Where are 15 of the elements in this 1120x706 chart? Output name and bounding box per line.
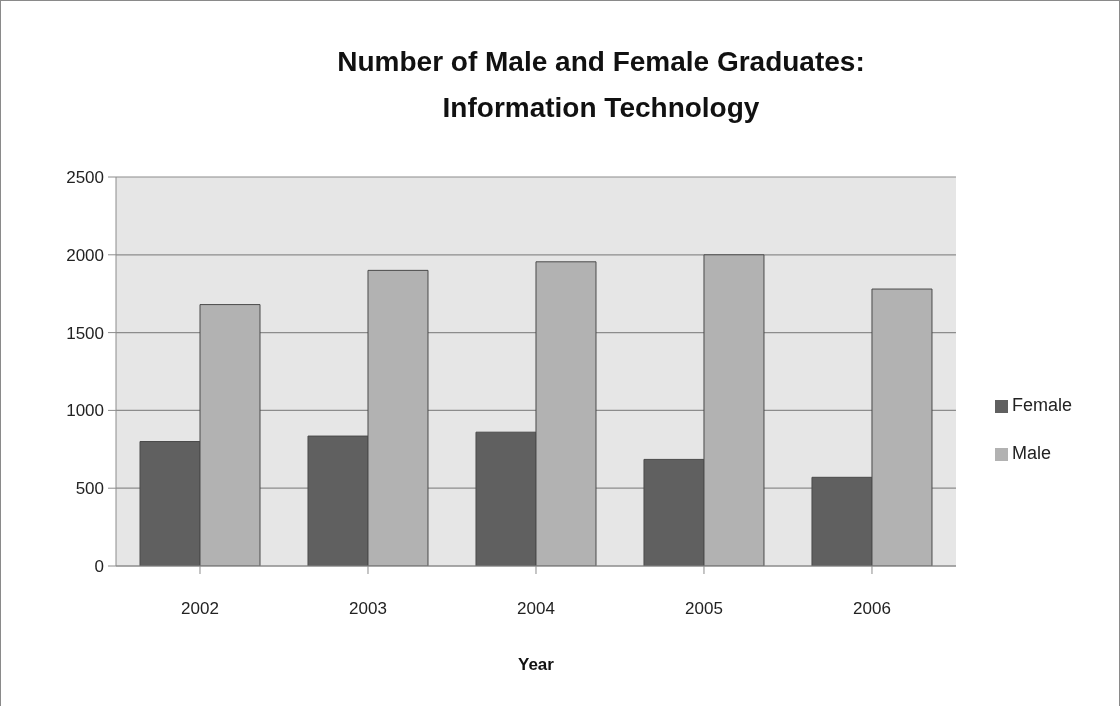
legend-label: Female (1012, 395, 1073, 415)
y-tick-label: 2500 (66, 168, 104, 188)
x-axis-title: Year (518, 655, 555, 674)
y-tick-label: 1000 (66, 401, 104, 421)
x-tick-label: 2004 (517, 599, 555, 619)
y-tick-label: 1500 (66, 323, 104, 343)
chart-title: Number of Male and Female Graduates: Information Technology (336, 45, 866, 125)
legend-label: Male (1012, 443, 1052, 463)
x-tick-label: 2002 (181, 599, 219, 619)
x-tick-label: 2003 (349, 599, 387, 619)
x-tick-label: 2005 (685, 599, 723, 619)
y-tick-label: 0 (94, 557, 104, 577)
y-tick-label: 2000 (66, 245, 104, 265)
y-tick-label: 500 (75, 479, 104, 499)
x-tick-label: 2006 (853, 599, 891, 619)
